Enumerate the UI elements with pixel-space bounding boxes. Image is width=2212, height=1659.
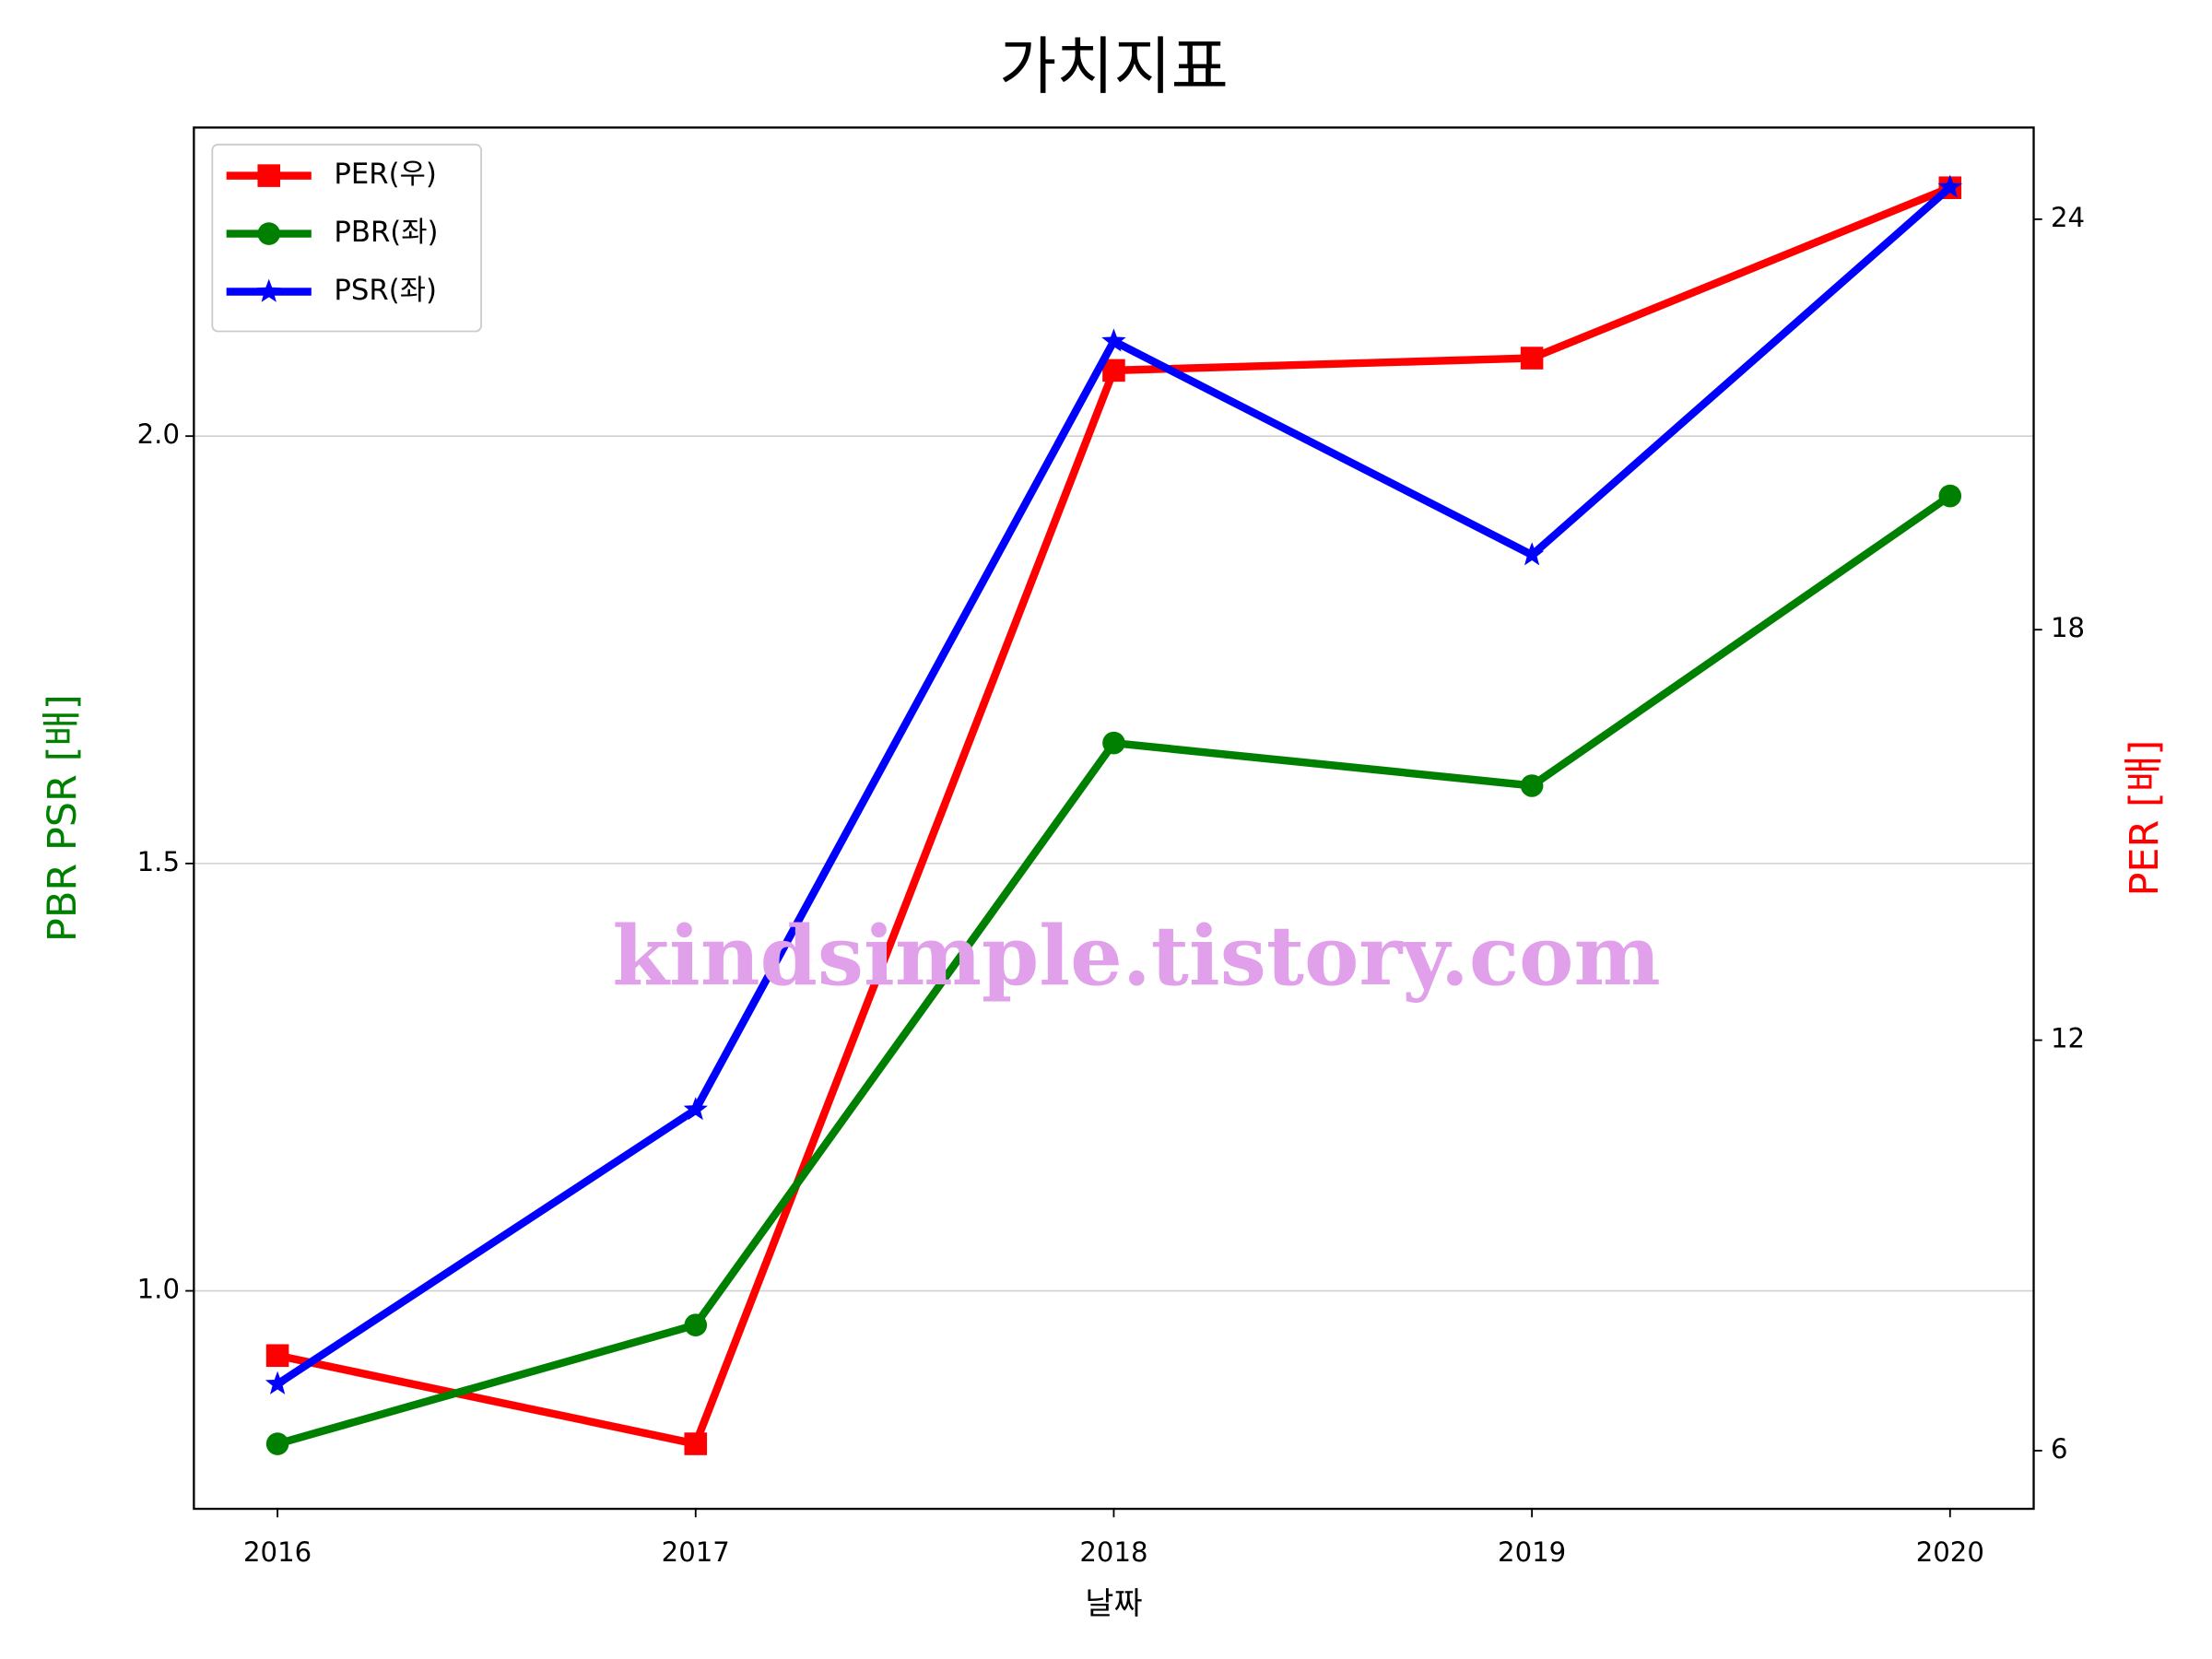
y2-tick-label: 18 <box>2051 612 2085 643</box>
legend-marker <box>257 164 281 187</box>
legend-marker <box>256 278 281 302</box>
x-tick-label: 2017 <box>662 1536 730 1568</box>
y2-tick-label: 24 <box>2051 202 2085 233</box>
y2-tick-label: 6 <box>2051 1433 2068 1465</box>
marker <box>1937 174 1962 198</box>
x-tick-label: 2020 <box>1916 1536 1984 1568</box>
y2-tick-label: 12 <box>2051 1023 2085 1054</box>
legend-label: PBR(좌) <box>334 216 438 249</box>
legend-marker <box>257 222 281 245</box>
marker <box>684 1432 708 1455</box>
y-axis-label: PBR PSR [배] <box>40 694 86 942</box>
marker <box>1520 774 1544 797</box>
marker <box>1520 347 1544 370</box>
marker <box>1519 542 1545 566</box>
y-tick-label: 1.0 <box>137 1274 180 1305</box>
marker <box>684 1313 708 1336</box>
x-tick-label: 2018 <box>1079 1536 1147 1568</box>
y2-axis-label: PER [배] <box>2122 740 2168 897</box>
legend-label: PSR(좌) <box>334 274 437 307</box>
chart-title: 가치지표 <box>999 30 1229 103</box>
watermark: kindsimple.tistory.com <box>612 908 1660 1005</box>
legend-box <box>211 143 482 333</box>
marker <box>683 1097 708 1121</box>
plot-frame <box>193 126 2035 1511</box>
legend-label: PER(우) <box>334 158 436 191</box>
series <box>265 176 1962 1455</box>
x-axis-label: 날짜 <box>1085 1585 1142 1621</box>
legend: PER(우) PBR(좌) PSR(좌) <box>211 143 482 333</box>
series <box>265 484 1962 1455</box>
marker <box>265 1432 289 1455</box>
marker <box>1102 731 1125 755</box>
marker <box>265 1344 289 1368</box>
y-tick-label: 1.5 <box>137 846 180 877</box>
marker <box>1938 484 1962 508</box>
x-tick-label: 2019 <box>1498 1536 1566 1568</box>
x-tick-label: 2016 <box>243 1536 312 1568</box>
series <box>265 174 1962 1394</box>
marker <box>1101 328 1126 352</box>
y-tick-label: 2.0 <box>137 418 180 450</box>
marker <box>265 1371 290 1394</box>
